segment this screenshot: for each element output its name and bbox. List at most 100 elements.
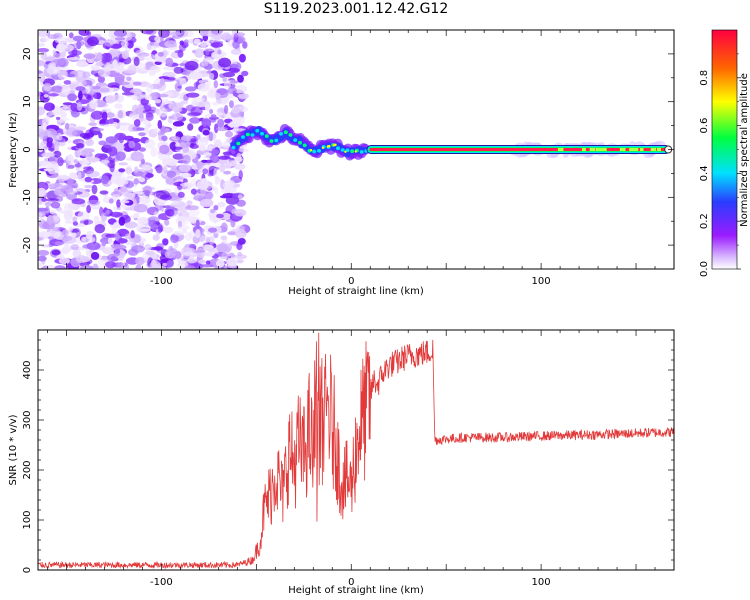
spectrogram-noise-cell [48, 110, 53, 117]
spectrogram-noise-cell [238, 170, 243, 180]
spectrogram-noise-cell [144, 244, 152, 251]
spectrogram-noise-cell [118, 216, 126, 226]
spectrogram-noise-cell [179, 40, 185, 46]
spectrogram-noise-cell [216, 112, 223, 116]
spectrogram-noise-cell [185, 247, 196, 252]
spectrogram-noise-cell [194, 48, 204, 58]
spectrogram-noise-cell [95, 265, 110, 269]
spectrogram-noise-cell [187, 123, 194, 131]
spectrogram-noise-cell [131, 245, 145, 253]
spectrogram-noise-cell [126, 31, 137, 38]
ridge-cell-peak [321, 146, 325, 149]
snr-x-tick-label: 0 [348, 577, 354, 588]
spectrogram-noise-cell [199, 264, 214, 268]
spectrogram-noise-cell [119, 125, 129, 132]
spectrogram-noise-cell [38, 207, 49, 212]
spectrogram-noise-cell [43, 168, 54, 172]
spectrogram-noise-cell [47, 147, 55, 151]
spectrogram-noise-cell [210, 42, 224, 48]
spectrogram-noise-cell [44, 201, 52, 207]
spectrogram-noise-cell [119, 200, 130, 204]
spectrogram-noise-cell [133, 119, 141, 127]
ridge-cell-core [340, 148, 345, 152]
spectrogram-noise-cell [95, 62, 105, 67]
spectrogram-noise-cell [114, 231, 120, 242]
ridge-cell-core [231, 145, 236, 150]
spectrogram-noise-cell [234, 254, 247, 260]
spectrogram-noise-cell [52, 213, 61, 222]
spectrogram-noise-cell [81, 153, 93, 157]
ridge-cell-core [269, 139, 274, 143]
spectrogram-noise-cell [179, 164, 191, 173]
spectrogram-noise-cell [225, 130, 233, 138]
spectrogram-noise-cell [38, 212, 43, 218]
spectrogram-noise-cell [48, 62, 56, 69]
spectrogram-noise-cell [43, 94, 49, 98]
stable-line-fade [595, 148, 600, 151]
spectrogram-noise-cell [166, 170, 177, 178]
spectrogram-noise-cell [129, 111, 138, 115]
spectrogram-noise-cell [236, 259, 244, 264]
spectrogram-noise-cell [78, 159, 90, 165]
spectrogram-noise-cell [133, 178, 140, 185]
spectrogram-noise-cell [186, 200, 193, 206]
spectrogram-noise-cell [126, 175, 135, 180]
spectrogram-noise-cell [132, 95, 139, 101]
spectrogram-ridge [228, 124, 673, 161]
spectrogram-noise-cell [68, 226, 73, 233]
spectrogram-noise-cell [118, 168, 126, 173]
spectrogram-noise-cell [62, 104, 68, 110]
spectrogram-noise-cell [164, 219, 170, 226]
spectrogram-noise-cell [152, 128, 161, 134]
spectrogram-noise-cell [120, 39, 129, 49]
spectrogram-noise-cell [89, 99, 98, 110]
spectrogram-noise-cell [50, 85, 64, 94]
spectrogram-noise-cell [229, 100, 234, 109]
figure-title: S119.2023.001.12.42.G12 [263, 1, 449, 17]
snr-y-tick-label: 100 [22, 510, 33, 529]
spectrogram-noise-cell [43, 82, 52, 92]
spectrogram-noise-cell [237, 251, 243, 257]
spectrogram-noise-cell [237, 93, 249, 99]
spectrogram-noise-cell [87, 36, 99, 47]
spectrogram-noise-cell [101, 52, 111, 63]
spectrogram-noise-cell [196, 134, 201, 140]
spectrogram-noise-cell [58, 257, 70, 265]
ridge-cell-peak [344, 150, 347, 153]
spectrogram-noise-cell [121, 177, 129, 185]
spectrogram-noise-cell [56, 175, 70, 182]
spectrogram-noise-cell [46, 141, 53, 148]
spectrogram-noise-cell [108, 87, 120, 92]
spectrogram-noise-cell [234, 163, 246, 170]
ridge-cell-peak [309, 149, 313, 152]
spectrogram-noise-cell [150, 147, 158, 158]
spectrogram-noise-cell [38, 255, 47, 262]
ridge-cell-core [293, 138, 298, 142]
spectrogram-noise-cell [226, 257, 238, 267]
spectrogram-noise-cell [236, 199, 246, 207]
spectrogram-noise-cell [196, 163, 203, 170]
spectrogram-noise-cell [229, 80, 239, 84]
spectrogram-noise-cell [85, 85, 91, 93]
spectrogram-noise-cell [102, 66, 110, 72]
spectrogram-noise-cell [155, 164, 163, 174]
spectrogram-noise-cell [198, 80, 204, 84]
spectrogram-noise-cell [87, 199, 100, 206]
spectrogram-noise-cell [199, 30, 209, 37]
spectrogram-noise-cell [55, 116, 61, 120]
spectrogram-noise-cell [183, 251, 193, 256]
colorbar-tick-label: 0.4 [699, 165, 710, 181]
spectrogram-noise-cell [219, 73, 226, 78]
spectrogram-noise-cell [91, 184, 98, 195]
spectrogram-noise-cell [138, 147, 146, 152]
spectrogram-noise-cell [74, 163, 82, 168]
spectrogram-noise-cell [168, 31, 182, 36]
colorbar: 0.0 0.2 0.4 0.6 0.8 Normalized spectral ampl… [699, 29, 750, 277]
spectrogram-noise-cell [191, 100, 198, 107]
spectrogram-noise-cell [69, 174, 80, 180]
spectrogram-noise-cell [162, 226, 174, 233]
spectrogram-noise-cell [182, 154, 191, 165]
spectrogram-noise-cell [118, 58, 125, 63]
spectrogram-noise-cell [109, 211, 123, 217]
